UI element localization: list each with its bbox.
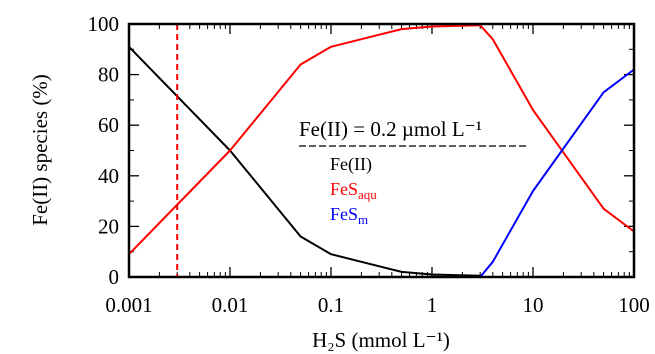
y-tick-label: 0 [109, 265, 120, 289]
legend-entry-subscript: aqu [358, 187, 377, 202]
x-tick-label: 0.1 [318, 293, 344, 317]
legend-entry: FeSaqu [330, 179, 377, 202]
plot-frame [127, 22, 636, 279]
x-tick-label: 100 [618, 293, 650, 317]
x-tick-label: 1 [427, 293, 438, 317]
y-axis-title: Fe(II) species (%) [28, 74, 52, 226]
series-line-2 [128, 24, 635, 255]
x-tick-label: 0.01 [212, 293, 249, 317]
x-axis-title: H₂S (mmol L⁻¹) [312, 328, 450, 352]
x-tick-label: 0.001 [105, 293, 152, 317]
tick-labels: 0.001 0.01 0.1 1 10 100 0 20 40 60 80 100 [88, 12, 650, 317]
y-tick-label: 100 [88, 12, 120, 36]
legend-title: Fe(II) = 0.2 µmol L⁻¹ [299, 117, 482, 141]
series-layer [128, 24, 635, 278]
series-line-1 [128, 46, 481, 277]
y-tick-label: 80 [98, 63, 119, 87]
series-line-3 [129, 68, 635, 278]
legend-entry-subscript: m [358, 212, 368, 227]
legend-entry-label: FeS [330, 179, 358, 199]
legend-entry-label: FeS [330, 204, 358, 224]
y-tick-label: 20 [98, 214, 119, 238]
legend-entry: FeSm [330, 204, 368, 227]
axis-ticks [128, 23, 635, 278]
y-tick-label: 60 [98, 113, 119, 137]
legend-entry: Fe(II) [330, 154, 372, 175]
x-tick-label: 10 [523, 293, 544, 317]
legend-entry-label: Fe(II) [330, 154, 372, 175]
y-tick-label: 40 [98, 164, 119, 188]
